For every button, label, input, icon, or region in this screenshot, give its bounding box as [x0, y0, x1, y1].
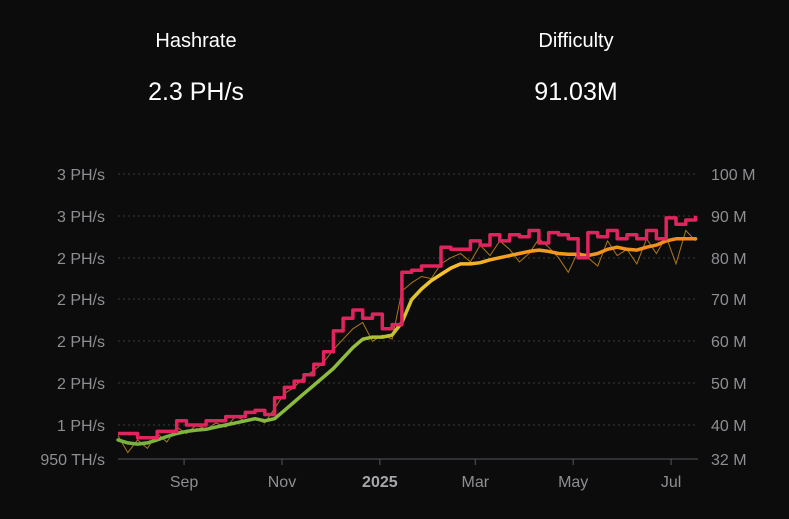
right-tick-label: 32 M — [711, 452, 747, 469]
hashrate-value: 2.3 PH/s — [148, 78, 244, 106]
right-tick-label: 90 M — [711, 209, 747, 226]
left-tick-label: 950 TH/s — [40, 452, 105, 469]
x-tick-label: 2025 — [362, 474, 398, 491]
hashrate-average-line — [116, 237, 698, 446]
x-tick-label: Sep — [170, 474, 199, 491]
left-tick-label: 3 PH/s — [57, 167, 105, 184]
left-tick-label: 1 PH/s — [57, 418, 105, 435]
right-tick-label: 70 M — [711, 292, 747, 309]
right-tick-label: 50 M — [711, 376, 747, 393]
x-tick-label: Jul — [661, 474, 681, 491]
left-axis: 950 TH/s 1 PH/s 2 PH/s 2 PH/s 2 PH/s 2 PH/s 3 … — [40, 167, 105, 469]
difficulty-line — [118, 215, 698, 440]
hashrate-label: Hashrate — [155, 30, 237, 52]
left-tick-label: 2 PH/s — [57, 292, 105, 309]
right-axis: 32 M 40 M 50 M 60 M 70 M 80 M 90 M 100 M — [711, 167, 755, 469]
right-tick-label: 60 M — [711, 334, 747, 351]
left-tick-label: 2 PH/s — [57, 376, 105, 393]
left-tick-label: 2 PH/s — [57, 334, 105, 351]
difficulty-value: 91.03M — [534, 78, 618, 106]
hashrate-stat: Hashrate 2.3 PH/s — [76, 30, 316, 107]
series-group — [116, 215, 698, 454]
difficulty-stat: Difficulty 91.03M — [456, 30, 696, 107]
x-tick-label: Mar — [462, 474, 490, 491]
right-tick-label: 40 M — [711, 418, 747, 435]
x-tick-label: Nov — [268, 474, 296, 491]
grid — [118, 173, 698, 460]
difficulty-label: Difficulty — [538, 30, 614, 52]
x-tick-label: May — [558, 474, 588, 491]
right-tick-label: 80 M — [711, 251, 747, 268]
hashrate-daily-line — [117, 229, 696, 454]
left-tick-label: 2 PH/s — [57, 251, 105, 268]
left-tick-label: 3 PH/s — [57, 209, 105, 226]
x-axis: Sep Nov 2025 Mar May Jul — [170, 459, 681, 491]
right-tick-label: 100 M — [711, 167, 755, 184]
